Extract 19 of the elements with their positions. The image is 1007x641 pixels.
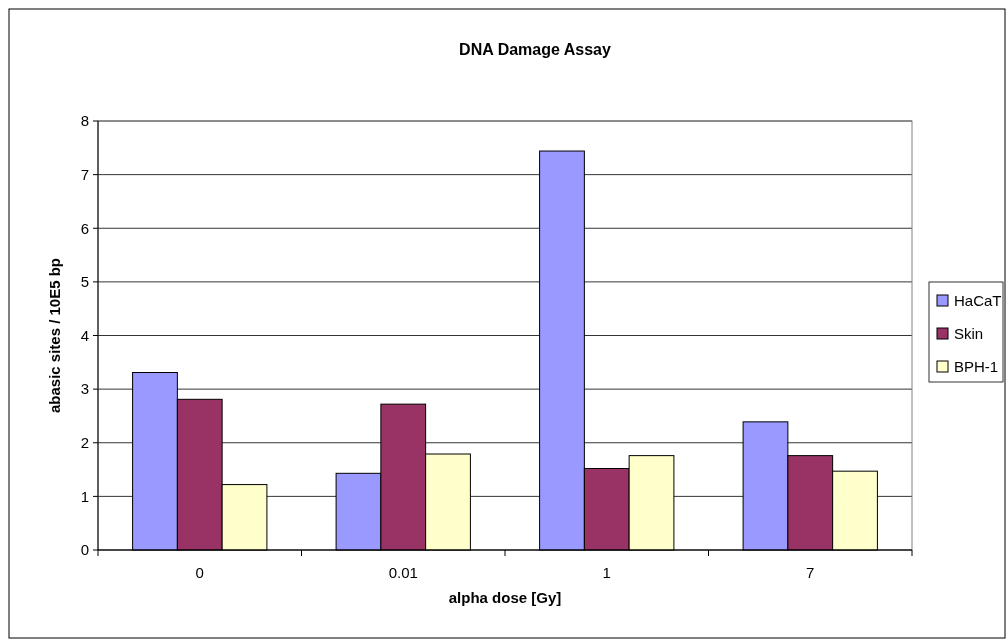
y-tick-label: 2 (80, 434, 89, 451)
legend-label: Skin (954, 325, 984, 343)
legend-label: BPH-1 (954, 358, 999, 376)
legend-label: HaCaT (954, 292, 1002, 310)
x-tick-label: 1 (602, 564, 611, 581)
y-tick-label: 8 (80, 112, 89, 130)
x-tick-label: 0.01 (388, 564, 418, 581)
y-tick-label: 1 (80, 487, 89, 505)
x-tick-label: 7 (806, 564, 815, 581)
chart-title: DNA Damage Assay (459, 41, 611, 58)
y-tick-label: 6 (80, 219, 89, 237)
x-axis-title: alpha dose [Gy] (448, 589, 562, 606)
y-axis-title: abasic sites / 10E5 bp (46, 257, 63, 414)
y-tick-label: 3 (80, 380, 89, 398)
y-tick-label: 7 (80, 165, 89, 183)
y-tick-label: 4 (80, 326, 89, 344)
y-tick-label: 0 (80, 541, 89, 559)
y-tick-label: 5 (80, 273, 89, 291)
x-tick-label: 0 (195, 564, 204, 581)
